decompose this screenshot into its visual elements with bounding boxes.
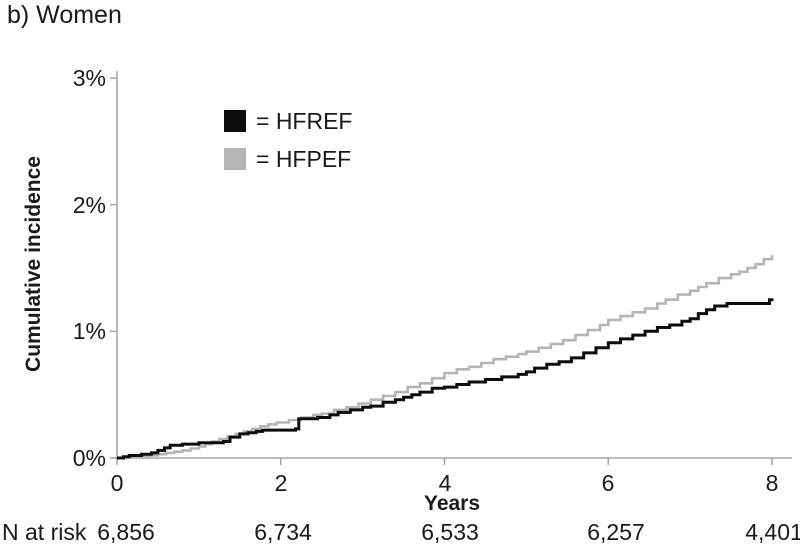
legend-row-hfpef: = HFPEF bbox=[224, 140, 352, 178]
n-at-risk-value-2: 6,533 bbox=[421, 519, 479, 545]
x-tick-label-4: 8 bbox=[765, 470, 779, 496]
y-tick-label-0: 0% bbox=[72, 445, 106, 471]
series-line-hfref bbox=[117, 298, 774, 460]
y-tick-label-3: 3% bbox=[72, 65, 106, 91]
y-tick-label-2: 2% bbox=[72, 192, 106, 218]
x-tick-label-1: 2 bbox=[274, 470, 288, 496]
n-at-risk-value-1: 6,734 bbox=[254, 519, 312, 545]
page-title: b) Women bbox=[7, 1, 122, 29]
hfpef-swatch-icon bbox=[224, 148, 246, 170]
y-tick-label-1: 1% bbox=[72, 318, 106, 344]
series-line-hfpef bbox=[117, 255, 774, 460]
legend-label-hfpef: = HFPEF bbox=[256, 145, 352, 172]
chart-legend: = HFREF = HFPEF bbox=[224, 102, 352, 178]
y-axis-title: Cumulative incidence bbox=[22, 156, 45, 372]
n-at-risk-value-4: 4,401 bbox=[745, 519, 800, 545]
x-tick-label-2: 4 bbox=[438, 470, 452, 496]
x-tick-label-3: 6 bbox=[601, 470, 615, 496]
legend-label-hfref: = HFREF bbox=[256, 107, 353, 134]
x-tick-label-0: 0 bbox=[110, 470, 124, 496]
n-at-risk-value-0: 6,856 bbox=[97, 519, 155, 545]
n-at-risk-label: N at risk bbox=[2, 519, 87, 545]
x-axis-title: Years bbox=[423, 492, 481, 515]
n-at-risk-value-3: 6,257 bbox=[587, 519, 645, 545]
legend-row-hfref: = HFREF bbox=[224, 102, 352, 140]
hfref-swatch-icon bbox=[224, 110, 246, 132]
